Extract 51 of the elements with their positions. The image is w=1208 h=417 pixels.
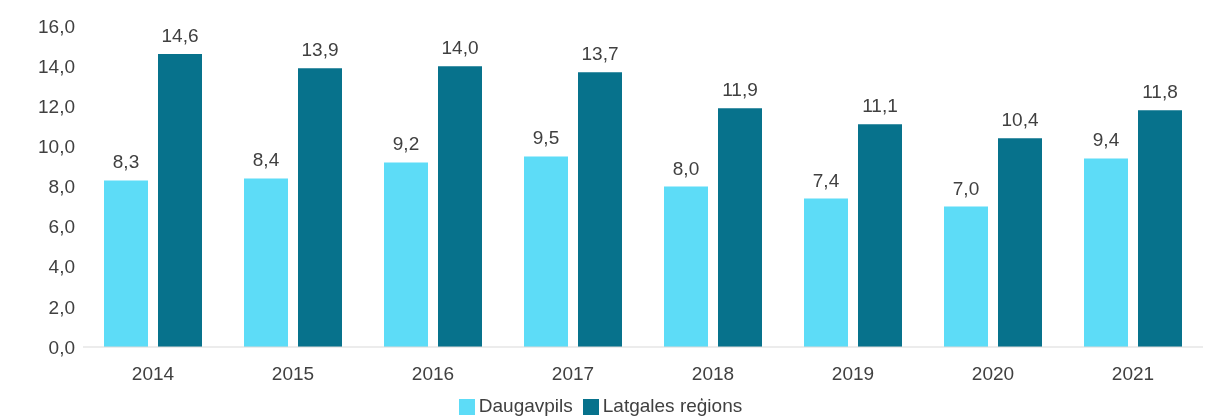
- y-tick-label: 4,0: [48, 256, 75, 278]
- y-tick-label: 2,0: [48, 296, 75, 318]
- data-label: 9,4: [1092, 129, 1120, 151]
- data-label: 9,5: [532, 127, 560, 149]
- x-tick-label: 2020: [971, 363, 1015, 385]
- y-tick-label: 14,0: [38, 55, 75, 77]
- x-tick-label: 2015: [271, 363, 315, 385]
- bar: [858, 124, 902, 347]
- data-label: 11,1: [862, 95, 898, 117]
- y-tick-label: 16,0: [38, 15, 75, 37]
- bar: [998, 138, 1042, 347]
- y-tick-label: 0,0: [48, 336, 75, 358]
- data-label: 7,4: [812, 169, 840, 191]
- y-tick-label: 8,0: [48, 176, 75, 198]
- bar: [944, 206, 988, 347]
- data-label: 13,9: [301, 39, 339, 61]
- data-label: 8,0: [672, 157, 700, 179]
- x-tick-label: 2014: [131, 363, 175, 385]
- data-label: 8,4: [252, 149, 280, 171]
- x-tick-label: 2019: [831, 363, 875, 385]
- bar: [664, 186, 708, 347]
- x-tick-label: 2021: [1111, 363, 1155, 385]
- legend-label: Latgales reģions: [602, 395, 743, 416]
- bar: [524, 156, 568, 347]
- data-label: 11,8: [1142, 81, 1178, 103]
- y-tick-label: 10,0: [38, 136, 75, 158]
- bar: [1138, 110, 1182, 347]
- bar: [158, 54, 202, 347]
- y-tick-label: 12,0: [38, 96, 75, 117]
- x-tick-label: 2016: [411, 363, 455, 385]
- bar: [298, 68, 342, 347]
- data-label: 8,3: [112, 151, 140, 173]
- bar: [1084, 158, 1128, 347]
- x-tick-label: 2018: [691, 363, 735, 385]
- legend-label: Daugavpils: [478, 395, 573, 416]
- bar: [718, 108, 762, 347]
- bar: [438, 66, 482, 347]
- data-label: 14,6: [161, 25, 199, 47]
- data-label: 9,2: [392, 133, 420, 155]
- bar: [384, 162, 428, 347]
- data-label: 11,9: [722, 79, 758, 101]
- y-tick-label: 6,0: [48, 216, 75, 238]
- data-label: 14,0: [441, 37, 479, 59]
- bar: [104, 180, 148, 347]
- bar: [244, 178, 288, 347]
- x-tick-label: 2017: [551, 363, 595, 385]
- bar: [804, 198, 848, 347]
- bar: [578, 72, 622, 347]
- data-label: 7,0: [952, 177, 980, 199]
- data-label: 10,4: [1001, 109, 1039, 131]
- data-label: 13,7: [581, 43, 619, 65]
